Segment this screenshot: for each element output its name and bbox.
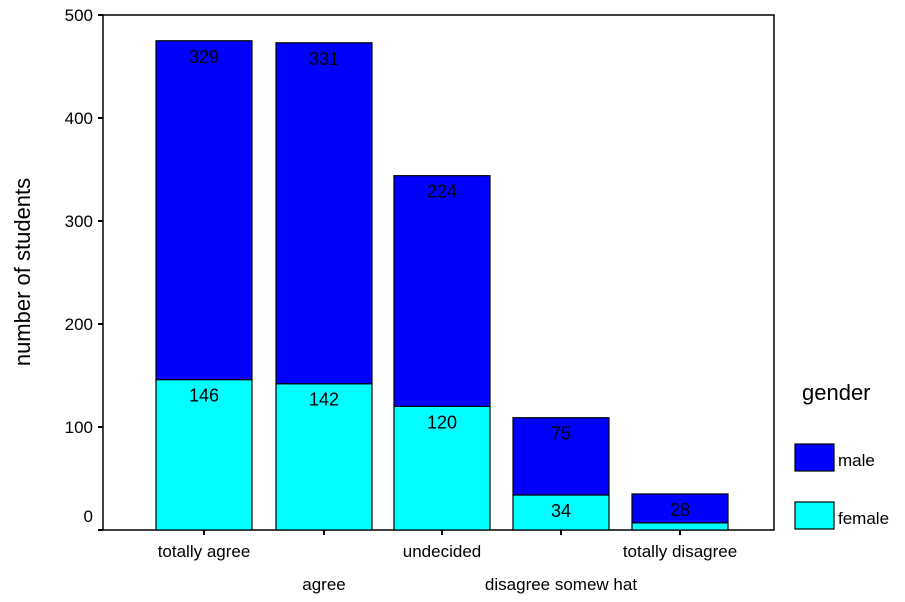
data-label-female-4: 34 xyxy=(551,501,571,521)
bars-layer: 146 329 142 331 120 224 34 75 28 xyxy=(155,40,729,531)
y-tick-label: 400 xyxy=(65,109,93,128)
bar-male-2 xyxy=(275,42,373,385)
bar-female-5 xyxy=(631,522,729,531)
y-axis-title: number of students xyxy=(10,178,35,366)
data-label-female-1: 146 xyxy=(189,386,219,406)
x-tick-label: totally agree xyxy=(158,542,251,561)
legend-label-male: male xyxy=(838,451,875,470)
data-label-female-2: 142 xyxy=(309,390,339,410)
y-tick-label: 300 xyxy=(65,212,93,231)
y-tick-label: 200 xyxy=(65,315,93,334)
bar-female-3 xyxy=(393,405,491,531)
data-label-male-4: 75 xyxy=(551,424,571,444)
x-tick-label: totally disagree xyxy=(623,542,737,561)
x-tick-label: agree xyxy=(302,575,345,594)
legend-title: gender xyxy=(802,380,871,405)
x-tick-label: undecided xyxy=(403,542,481,561)
data-label-male-1: 329 xyxy=(189,47,219,67)
bar-male-5 xyxy=(631,493,729,524)
y-tick-label: 100 xyxy=(65,418,93,437)
legend: gender male female xyxy=(794,380,889,530)
y-tick-label: 500 xyxy=(65,6,93,25)
data-label-male-2: 331 xyxy=(309,49,339,69)
bar-female-2 xyxy=(275,383,373,531)
bar-male-3 xyxy=(393,175,491,407)
data-label-male-5: 28 xyxy=(670,500,690,520)
legend-swatch-male xyxy=(794,443,835,472)
bar-male-1 xyxy=(155,40,253,381)
bar-female-1 xyxy=(155,379,253,531)
y-tick-label: 0 xyxy=(84,507,93,526)
axes-layer: 0 100 200 300 400 500 totally agree agree undeci… xyxy=(65,6,738,594)
data-label-female-3: 120 xyxy=(427,412,457,432)
data-label-male-3: 224 xyxy=(427,182,457,202)
x-tick-label: disagree somew hat xyxy=(485,575,637,594)
legend-label-female: female xyxy=(838,509,889,528)
legend-swatch-female xyxy=(794,501,835,530)
bar-male-4 xyxy=(512,417,610,496)
